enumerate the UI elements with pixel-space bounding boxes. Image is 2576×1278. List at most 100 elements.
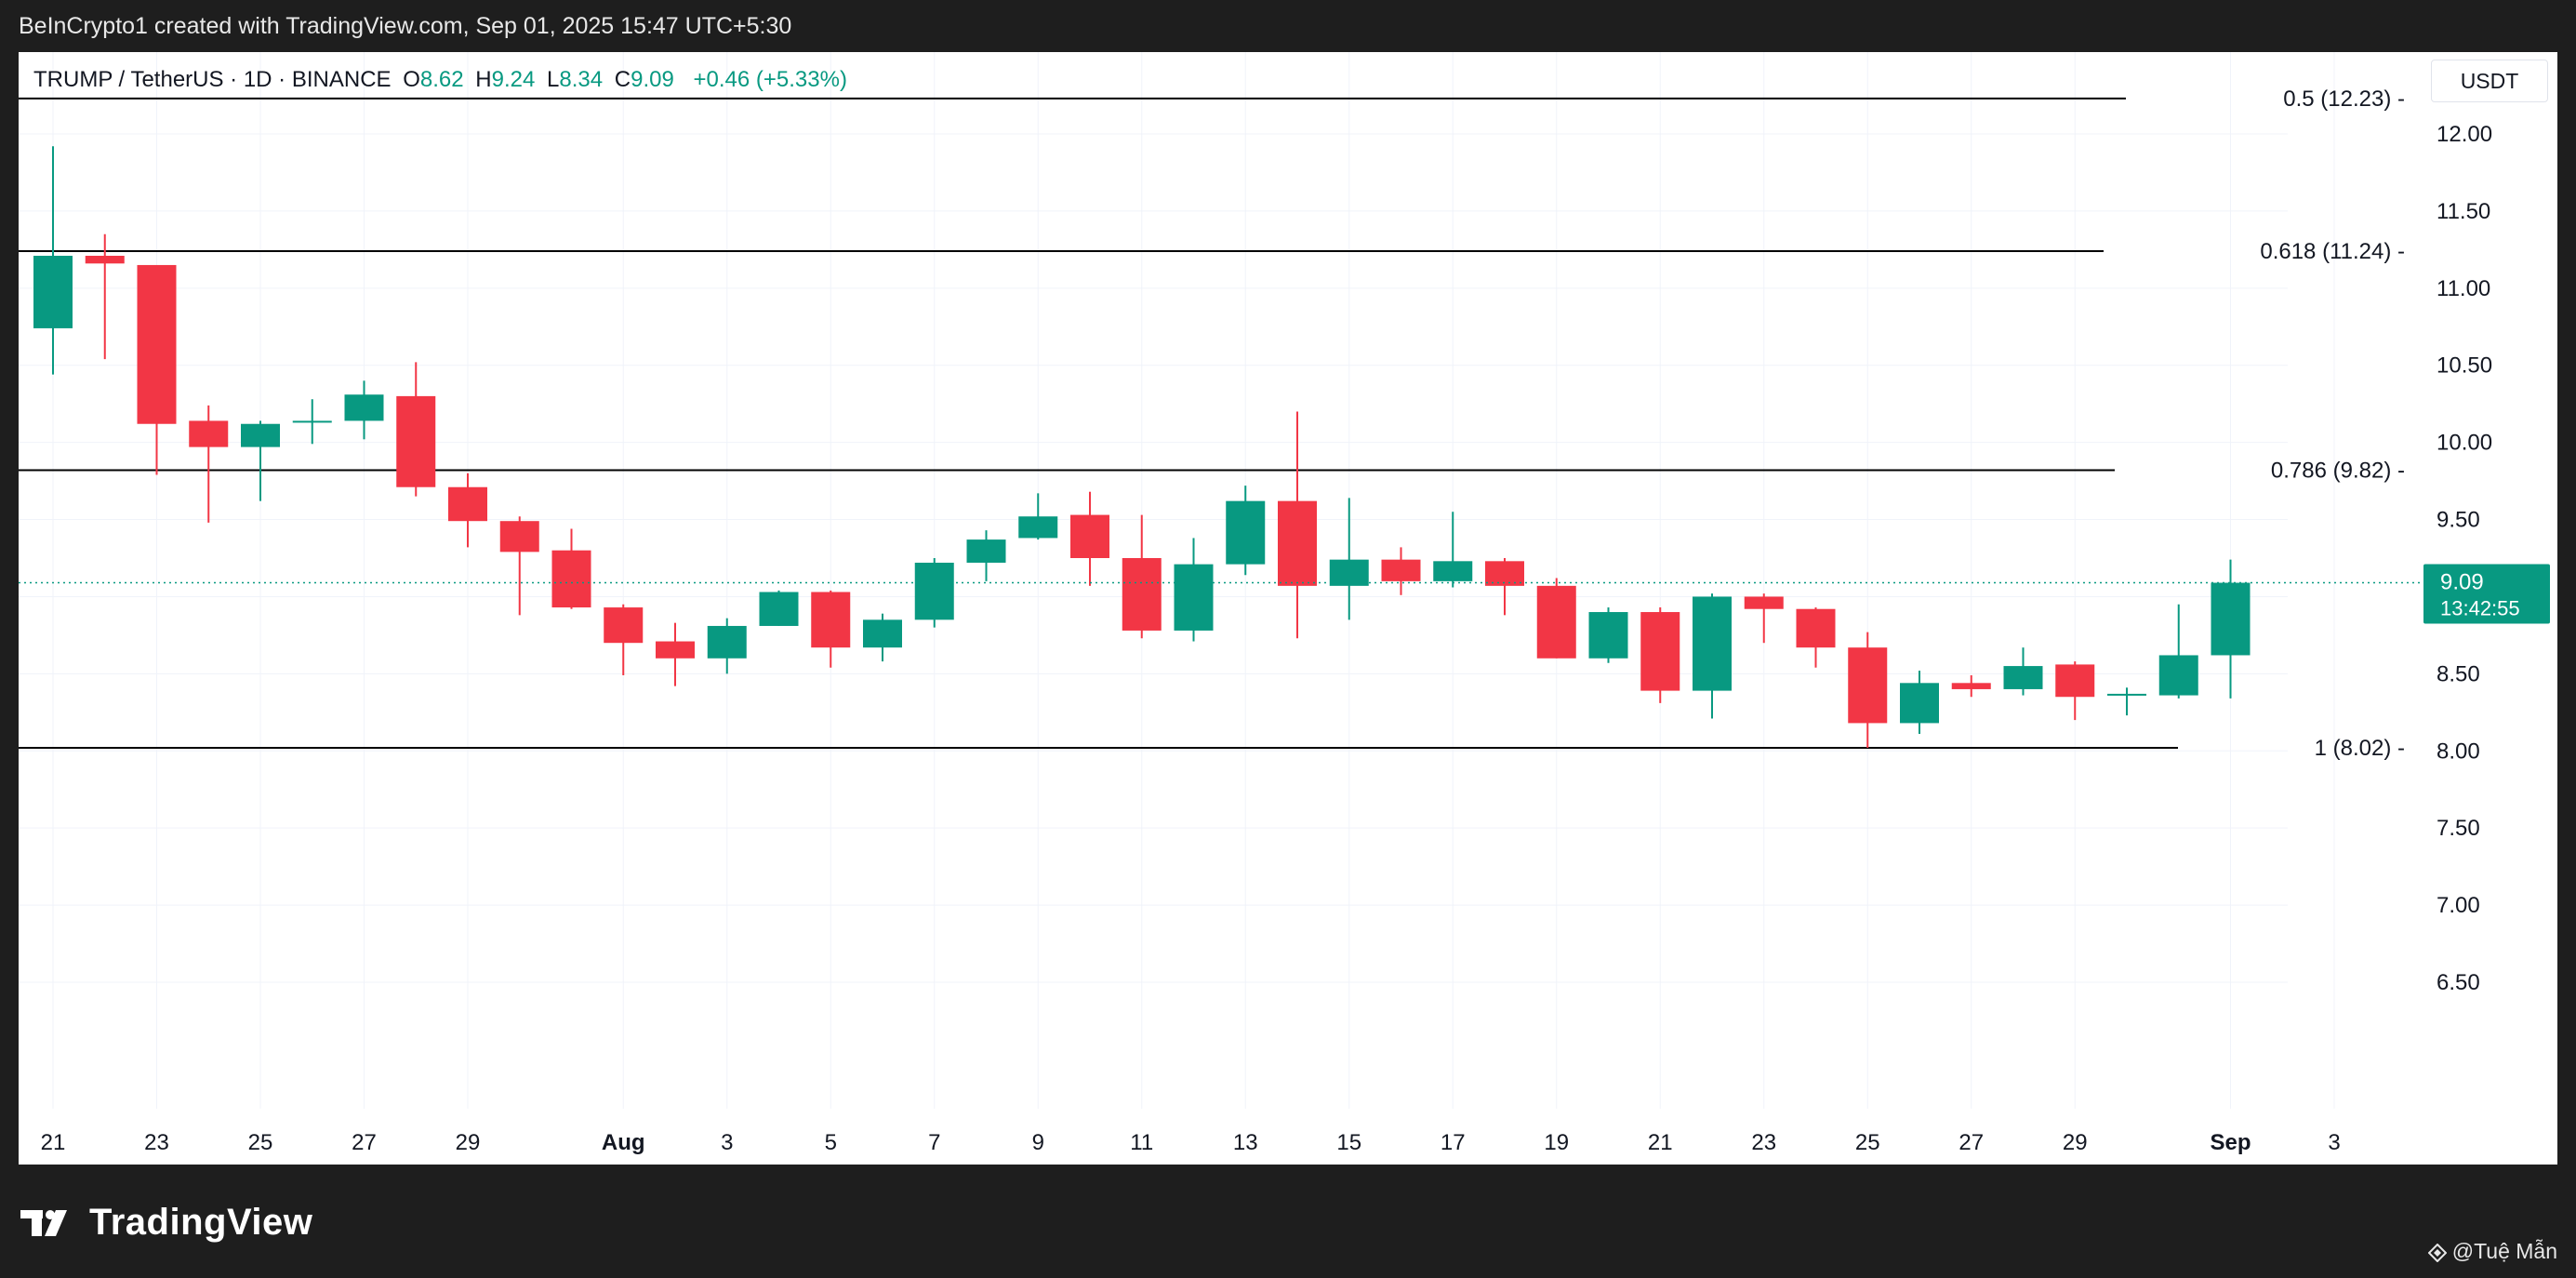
y-tick-label: 9.50 — [2437, 508, 2480, 533]
candle-body — [759, 592, 799, 626]
candle-body — [1951, 683, 1991, 689]
x-tick-label: Aug — [602, 1130, 645, 1155]
tradingview-logo-icon — [20, 1206, 78, 1240]
x-tick-label: 23 — [144, 1130, 169, 1155]
x-tick-label: 29 — [2063, 1130, 2088, 1155]
candle-body — [1226, 500, 1266, 565]
candle-body — [2003, 666, 2043, 689]
x-tick-label: 9 — [1032, 1130, 1044, 1155]
footer: TradingView @Tuệ Mẫn — [0, 1165, 2576, 1278]
candle-body — [1640, 612, 1680, 691]
x-tick-label: 3 — [721, 1130, 733, 1155]
y-tick-label: 8.50 — [2437, 661, 2480, 686]
candle-body — [137, 264, 177, 424]
candle-body — [1693, 596, 1732, 691]
candle-body — [1744, 596, 1784, 609]
candle-body — [1485, 561, 1524, 586]
x-tick-label: 25 — [248, 1130, 273, 1155]
candle-body — [1174, 564, 1214, 631]
last-price-tag — [2423, 564, 2550, 624]
candle-body — [1329, 559, 1369, 586]
x-tick-label: 5 — [825, 1130, 837, 1155]
candle-body — [85, 255, 125, 264]
y-tick-label: 11.50 — [2437, 199, 2490, 224]
symbol-legend[interactable]: TRUMP / TetherUS · 1D · BINANCE O8.62 H 9… — [33, 67, 847, 93]
x-tick-label: 27 — [1959, 1130, 1984, 1155]
fib-level-label: 0.618 (11.24) - — [2260, 239, 2405, 264]
candle-body — [2107, 693, 2146, 696]
chart-credit: BeInCrypto1 created with TradingView.com… — [19, 13, 792, 39]
low-value: 8.34 — [559, 67, 604, 92]
y-tick-label: 7.50 — [2437, 816, 2480, 841]
tradingview-brand[interactable]: TradingView — [20, 1202, 312, 1244]
close-value: 9.09 — [631, 67, 674, 92]
candle-body — [1433, 561, 1473, 581]
y-tick-label: 6.50 — [2437, 970, 2480, 995]
y-tick-label: 11.00 — [2437, 276, 2490, 301]
candle-body — [189, 420, 229, 447]
x-tick-label: 7 — [928, 1130, 940, 1155]
top-bar: BeInCrypto1 created with TradingView.com… — [0, 0, 2576, 52]
x-tick-label: 23 — [1751, 1130, 1776, 1155]
y-tick-label: 8.00 — [2437, 739, 2480, 764]
candle-body — [1536, 585, 1576, 659]
x-tick-label: Sep — [2210, 1130, 2251, 1155]
candle-body — [2211, 582, 2251, 656]
candle-body — [1796, 608, 1836, 648]
x-tick-label: 11 — [1130, 1130, 1153, 1155]
diamond-logo-icon — [2427, 1243, 2448, 1262]
candle-body — [448, 486, 487, 522]
candle-body — [241, 423, 280, 447]
x-tick-label: 3 — [2328, 1130, 2340, 1155]
candle-body — [656, 641, 695, 659]
watermark-text: @Tuệ Mẫn — [2451, 1239, 2557, 1263]
open-value: 8.62 — [419, 67, 464, 92]
x-tick-label: 13 — [1233, 1130, 1258, 1155]
candle-body — [863, 619, 902, 648]
x-tick-label: 29 — [456, 1130, 481, 1155]
x-tick-label: 21 — [41, 1130, 66, 1155]
y-tick-label: 12.00 — [2437, 122, 2492, 147]
candle-body — [914, 562, 954, 620]
y-tick-label: 10.50 — [2437, 353, 2492, 379]
x-tick-label: 27 — [352, 1130, 377, 1155]
x-tick-label: 17 — [1441, 1130, 1466, 1155]
symbol-name: TRUMP / TetherUS · 1D · BINANCE — [33, 67, 392, 92]
axes: 12.0011.5011.0010.5010.009.509.008.508.0… — [41, 122, 2492, 1155]
candle-body — [1900, 683, 1939, 724]
candle-body — [811, 592, 851, 648]
close-label: C — [614, 67, 631, 92]
fib-levels[interactable]: 0.5 (12.23) - 0.618 (11.24) - 0.786 (9.82)… — [19, 87, 2405, 761]
candle-body — [1588, 612, 1628, 659]
candle-body — [1278, 500, 1317, 586]
fib-level-label: 1 (8.02) - — [2315, 736, 2405, 761]
candle-body — [604, 607, 644, 644]
low-label: L — [547, 67, 560, 92]
candlestick-chart[interactable]: 0.5 (12.23) - 0.618 (11.24) - 0.786 (9.82)… — [19, 52, 2557, 1165]
bar-countdown: 13:42:55 — [2440, 597, 2520, 620]
currency-unit-button[interactable]: USDT — [2431, 60, 2548, 102]
x-tick-label: 19 — [1544, 1130, 1569, 1155]
candle-body — [966, 539, 1006, 563]
candle-body — [2055, 664, 2095, 698]
last-price-value: 9.09 — [2440, 570, 2484, 595]
chart-panel[interactable]: 0.5 (12.23) - 0.618 (11.24) - 0.786 (9.82)… — [19, 52, 2557, 1165]
change-value: +0.46 (+5.33%) — [693, 67, 847, 92]
x-tick-label: 15 — [1336, 1130, 1361, 1155]
y-tick-label: 7.00 — [2437, 893, 2480, 918]
candle-body — [1018, 516, 1058, 539]
candle-body — [1122, 558, 1162, 631]
x-tick-label: 21 — [1648, 1130, 1673, 1155]
brand-name: TradingView — [89, 1202, 313, 1243]
y-tick-label: 10.00 — [2437, 431, 2492, 456]
candle-body — [1381, 559, 1421, 581]
candle-body — [2158, 655, 2198, 696]
candles — [33, 146, 2251, 748]
x-tick-label: 25 — [1855, 1130, 1880, 1155]
candle-body — [292, 420, 332, 423]
high-label: H — [475, 67, 492, 92]
fib-level-label: 0.5 (12.23) - — [2283, 87, 2405, 112]
open-label: O — [403, 67, 420, 92]
fib-level-label: 0.786 (9.82) - — [2271, 458, 2405, 483]
